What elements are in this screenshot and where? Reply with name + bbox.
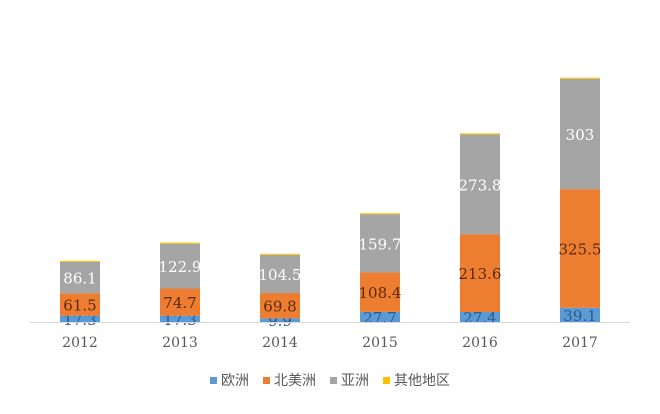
bar-segment-2014-3 [260, 253, 300, 255]
bar-segment-2012-1 [60, 293, 100, 316]
x-tick-label: 2013 [162, 335, 198, 351]
data-label: 273.8 [459, 176, 502, 194]
data-label: 86.1 [63, 270, 96, 288]
legend-label: 欧洲 [221, 373, 249, 389]
data-label: 122.9 [159, 258, 202, 276]
bar-segment-2013-0 [160, 315, 200, 322]
legend-swatch [263, 376, 270, 384]
x-tick-label: 2017 [562, 335, 598, 351]
bar-segment-2014-0 [260, 318, 300, 322]
legend-label: 亚洲 [341, 373, 369, 389]
bar-segment-2013-2 [160, 243, 200, 289]
data-label: 61.5 [63, 296, 96, 314]
bar-segment-2016-0 [460, 312, 500, 322]
bar-segment-2014-1 [260, 292, 300, 319]
legend-item: 其他地区 [383, 370, 450, 390]
data-label: 159.7 [359, 235, 402, 253]
bar-segment-2012-0 [60, 315, 100, 322]
bar-segment-2016-1 [460, 234, 500, 313]
data-label: 213.6 [459, 265, 502, 283]
bar-segment-2017-2 [560, 78, 600, 190]
bar-segment-2017-3 [560, 77, 600, 79]
legend-label: 北美洲 [274, 373, 316, 389]
bar-segment-2015-2 [360, 214, 400, 273]
bar-segment-2016-2 [460, 134, 500, 235]
legend: 欧洲 北美洲 亚洲 其他地区 [0, 370, 660, 390]
legend-item: 亚洲 [330, 370, 369, 390]
bar-segment-2017-0 [560, 307, 600, 322]
x-tick-label: 2015 [362, 335, 398, 351]
x-tick-label: 2016 [462, 335, 498, 351]
data-label: 104.5 [259, 266, 302, 284]
bar-segment-2016-3 [460, 133, 500, 135]
data-label: 108.4 [359, 284, 402, 302]
legend-swatch [330, 376, 337, 384]
bar-segment-2013-1 [160, 288, 200, 316]
bar-segment-2013-3 [160, 242, 200, 244]
data-label: 39.1 [563, 307, 596, 325]
bar-segment-2012-3 [60, 260, 100, 262]
data-label: 325.5 [559, 240, 602, 258]
x-tick-label: 2012 [62, 335, 98, 351]
data-label: 69.8 [263, 298, 296, 316]
bar-segment-2015-1 [360, 272, 400, 312]
legend-swatch [383, 376, 390, 384]
bar-segment-2012-2 [60, 261, 100, 294]
bar-segment-2014-2 [260, 254, 300, 293]
x-tick-label: 2014 [262, 335, 298, 351]
data-label: 303 [566, 126, 595, 144]
bar-segment-2015-0 [360, 311, 400, 322]
data-label: 74.7 [163, 294, 196, 312]
bar-segment-2015-3 [360, 213, 400, 215]
legend-label: 其他地区 [394, 373, 450, 389]
legend-swatch [210, 376, 217, 384]
bar-segment-2017-1 [560, 189, 600, 308]
legend-item: 北美洲 [263, 370, 316, 390]
legend-item: 欧洲 [210, 370, 249, 390]
